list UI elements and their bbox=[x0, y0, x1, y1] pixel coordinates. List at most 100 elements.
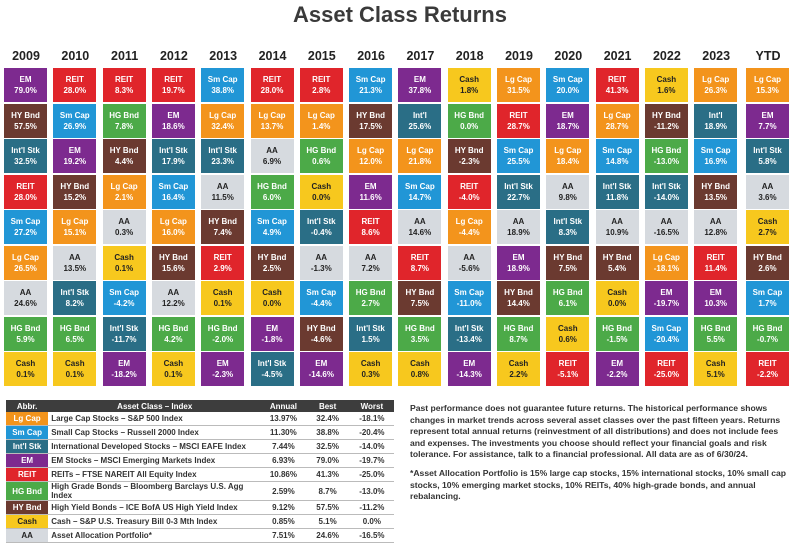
return-cell: AA 9.8% bbox=[546, 174, 591, 210]
cell-return-value: 28.7% bbox=[605, 121, 629, 131]
cell-return-value: 7.7% bbox=[758, 121, 777, 131]
return-cell: Int'l Stk 1.5% bbox=[349, 316, 394, 352]
cell-asset-label: HG Bnd bbox=[10, 323, 41, 333]
return-cell: HY Bnd 15.2% bbox=[53, 174, 98, 210]
legend-best: 8.7% bbox=[305, 481, 350, 501]
cell-asset-label: HY Bnd bbox=[60, 181, 90, 191]
return-cell: EM -14.3% bbox=[447, 352, 492, 387]
cell-asset-label: Sm Cap bbox=[355, 75, 386, 84]
cell-return-value: 15.3% bbox=[756, 86, 779, 95]
legend-worst: 0.0% bbox=[349, 514, 394, 529]
return-cell: HY Bnd 7.5% bbox=[398, 281, 443, 316]
legend-row: Cash Cash – S&P U.S. Treasury Bill 0-3 Mt… bbox=[6, 514, 394, 529]
cell-asset-label: HG Bnd bbox=[454, 110, 485, 120]
cell-return-value: 22.7% bbox=[507, 192, 530, 202]
return-cell: Sm Cap 27.2% bbox=[4, 210, 48, 245]
cell-asset-label: EM bbox=[68, 146, 81, 155]
cell-return-value: 1.5% bbox=[361, 334, 380, 344]
legend-row: Sm Cap Small Cap Stocks – Russell 2000 In… bbox=[6, 425, 394, 440]
return-cell: REIT 28.0% bbox=[4, 174, 48, 210]
cell-return-value: 2.5% bbox=[262, 263, 282, 273]
cell-asset-label: Lg Cap bbox=[307, 110, 335, 120]
return-cell: Lg Cap 13.7% bbox=[250, 103, 295, 139]
return-cell: AA 7.2% bbox=[349, 245, 394, 281]
cell-return-value: 16.4% bbox=[162, 192, 185, 202]
return-cell: Sm Cap -11.0% bbox=[447, 281, 492, 316]
notes: Past performance does not guarantee futu… bbox=[410, 403, 792, 510]
cell-return-value: 23.3% bbox=[211, 157, 235, 166]
chart-title: Asset Class Returns bbox=[293, 2, 507, 27]
return-cell: Lg Cap 28.7% bbox=[595, 103, 640, 139]
cell-asset-label: Int'l Stk bbox=[208, 146, 237, 155]
cell-return-value: 37.8% bbox=[408, 86, 432, 95]
cell-asset-label: EM bbox=[266, 323, 278, 333]
cell-asset-label: Sm Cap bbox=[552, 75, 583, 84]
legend-row: Int'l Stk International Developed Stocks … bbox=[6, 439, 394, 454]
return-cell: HY Bnd 2.5% bbox=[250, 245, 295, 281]
cell-return-value: 0.3% bbox=[361, 370, 380, 379]
cell-return-value: 28.0% bbox=[260, 86, 284, 95]
cell-return-value: 31.5% bbox=[507, 86, 530, 95]
return-cell: Sm Cap -4.4% bbox=[299, 281, 344, 316]
cell-asset-label: Int'l Stk bbox=[109, 323, 139, 333]
cell-asset-label: EM bbox=[19, 75, 32, 84]
cell-return-value: 20.0% bbox=[556, 86, 580, 95]
cell-return-value: 3.6% bbox=[758, 192, 777, 202]
cell-asset-label: EM bbox=[709, 288, 722, 297]
cell-asset-label: Cash bbox=[607, 288, 627, 297]
cell-return-value: 17.9% bbox=[162, 157, 185, 166]
cell-return-value: -4.4% bbox=[458, 228, 480, 237]
return-cell: Cash 0.6% bbox=[546, 316, 591, 352]
legend-abbr-swatch: AA bbox=[6, 528, 49, 543]
cell-return-value: 15.6% bbox=[162, 263, 185, 273]
cell-asset-label: HY Bnd bbox=[504, 288, 533, 297]
cell-return-value: 9.8% bbox=[558, 192, 577, 202]
cell-return-value: 0.1% bbox=[16, 370, 35, 379]
cell-return-value: 6.0% bbox=[262, 192, 282, 202]
return-cell: Sm Cap 1.7% bbox=[746, 281, 790, 316]
cell-return-value: 28.0% bbox=[63, 86, 87, 95]
return-cell: EM -14.6% bbox=[299, 352, 344, 387]
cell-asset-label: Lg Cap bbox=[110, 181, 138, 191]
cell-asset-label: HY Bnd bbox=[306, 323, 336, 333]
cell-return-value: -13.4% bbox=[456, 334, 482, 344]
cell-asset-label: Cash bbox=[163, 359, 184, 368]
cell-asset-label: HY Bnd bbox=[602, 252, 632, 262]
cell-asset-label: HY Bnd bbox=[701, 181, 731, 191]
year-label: 2009 bbox=[12, 49, 40, 63]
return-cell: HY Bnd 14.4% bbox=[497, 281, 541, 316]
return-cell: HY Bnd 5.4% bbox=[595, 245, 640, 281]
cell-return-value: 21.8% bbox=[408, 157, 432, 166]
return-cell: Lg Cap 21.8% bbox=[398, 139, 443, 174]
return-cell: Sm Cap -20.4% bbox=[644, 316, 689, 352]
year-label: 2017 bbox=[406, 49, 435, 63]
return-cell: Int'l Stk -4.5% bbox=[250, 352, 295, 387]
return-cell: HY Bnd 4.4% bbox=[102, 139, 147, 174]
return-cell: AA 12.8% bbox=[694, 210, 739, 245]
cell-asset-label: AA bbox=[709, 217, 722, 226]
cell-return-value: 13.5% bbox=[63, 263, 87, 273]
cell-return-value: 79.0% bbox=[14, 86, 37, 95]
cell-return-value: 1.6% bbox=[657, 86, 676, 95]
year-label: 2020 bbox=[554, 49, 583, 63]
cell-asset-label: HY Bnd bbox=[208, 217, 238, 226]
return-cell: REIT 11.4% bbox=[694, 245, 739, 281]
cell-asset-label: HY Bnd bbox=[109, 146, 139, 155]
cell-return-value: 0.0% bbox=[312, 192, 331, 202]
cell-asset-label: Cash bbox=[212, 288, 233, 297]
cell-return-value: -4.2% bbox=[113, 299, 135, 308]
cell-return-value: -11.7% bbox=[111, 334, 137, 344]
cell-return-value: 32.5% bbox=[14, 157, 37, 166]
cell-asset-label: REIT bbox=[114, 75, 134, 84]
cell-asset-label: Lg Cap bbox=[455, 217, 483, 226]
return-cell: Lg Cap 15.3% bbox=[746, 68, 790, 103]
year-label: 2023 bbox=[702, 49, 731, 63]
legend-annual: 6.93% bbox=[261, 453, 306, 468]
year-label: 2014 bbox=[258, 49, 287, 63]
cell-return-value: 13.5% bbox=[704, 192, 728, 202]
return-cell: Int'l Stk 22.7% bbox=[497, 174, 541, 210]
cell-return-value: 14.6% bbox=[408, 228, 432, 237]
return-cell: Sm Cap 14.7% bbox=[398, 174, 443, 210]
cell-return-value: -25.0% bbox=[653, 370, 680, 379]
legend-annual: 0.85% bbox=[261, 514, 306, 529]
